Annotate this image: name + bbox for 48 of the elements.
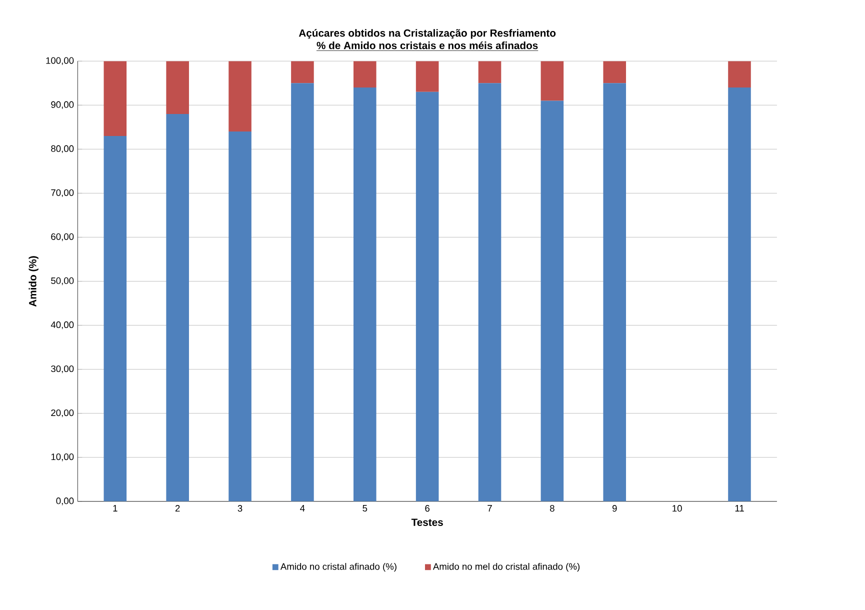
bar <box>540 100 564 502</box>
bar <box>353 87 376 502</box>
y-tick-label: 60,00 <box>51 233 74 241</box>
bar <box>478 61 502 84</box>
bar <box>291 83 314 502</box>
bar <box>540 61 564 101</box>
bar <box>291 61 314 84</box>
y-tick-label: 100,00 <box>46 57 74 65</box>
y-tick-label: 70,00 <box>51 189 74 197</box>
bar <box>166 61 189 114</box>
x-tick-label: 4 <box>300 504 305 512</box>
bar <box>416 61 439 92</box>
y-tick-label: 20,00 <box>51 409 74 418</box>
chart-subtitle: % de Amido nos cristais e nos méis afinados <box>316 41 538 50</box>
y-tick-label: 50,00 <box>51 277 74 286</box>
y-tick-label: 30,00 <box>51 365 74 374</box>
y-tick-label: 10,00 <box>51 453 74 462</box>
x-tick-label: 6 <box>425 504 430 512</box>
bar <box>353 61 376 88</box>
bar <box>104 61 127 136</box>
bar <box>603 83 626 502</box>
x-tick-label: 3 <box>238 504 242 512</box>
bar <box>728 61 751 88</box>
legend-label: Amido no cristal afinado (%) <box>280 562 396 572</box>
bar <box>416 92 439 502</box>
x-tick-label: 1 <box>113 504 118 512</box>
x-tick-label: 10 <box>672 504 682 512</box>
legend-label: Amido no mel do cristal afinado (%) <box>432 562 580 572</box>
y-axis-title: Amido (%) <box>28 256 38 307</box>
bar <box>104 136 127 502</box>
x-axis-title: Testes <box>411 518 443 526</box>
bar <box>603 61 626 84</box>
x-tick-label: 2 <box>175 504 180 512</box>
x-tick-label: 11 <box>735 504 744 512</box>
y-tick-label: 0,00 <box>56 497 74 506</box>
x-tick-label: 5 <box>362 504 368 512</box>
bar <box>228 61 252 132</box>
bar <box>228 131 252 502</box>
x-tick-label: 9 <box>612 504 617 512</box>
bar <box>728 87 751 502</box>
y-tick-label: 80,00 <box>51 145 74 153</box>
y-tick-label: 40,00 <box>50 321 74 330</box>
x-tick-label: 7 <box>488 504 492 512</box>
x-tick-label: 8 <box>550 504 554 512</box>
bar <box>478 83 502 502</box>
chart-title: Açúcares obtidos na Cristalização por Resfriamento <box>298 28 556 39</box>
bar <box>166 114 189 502</box>
y-tick-label: 90,00 <box>51 101 74 109</box>
